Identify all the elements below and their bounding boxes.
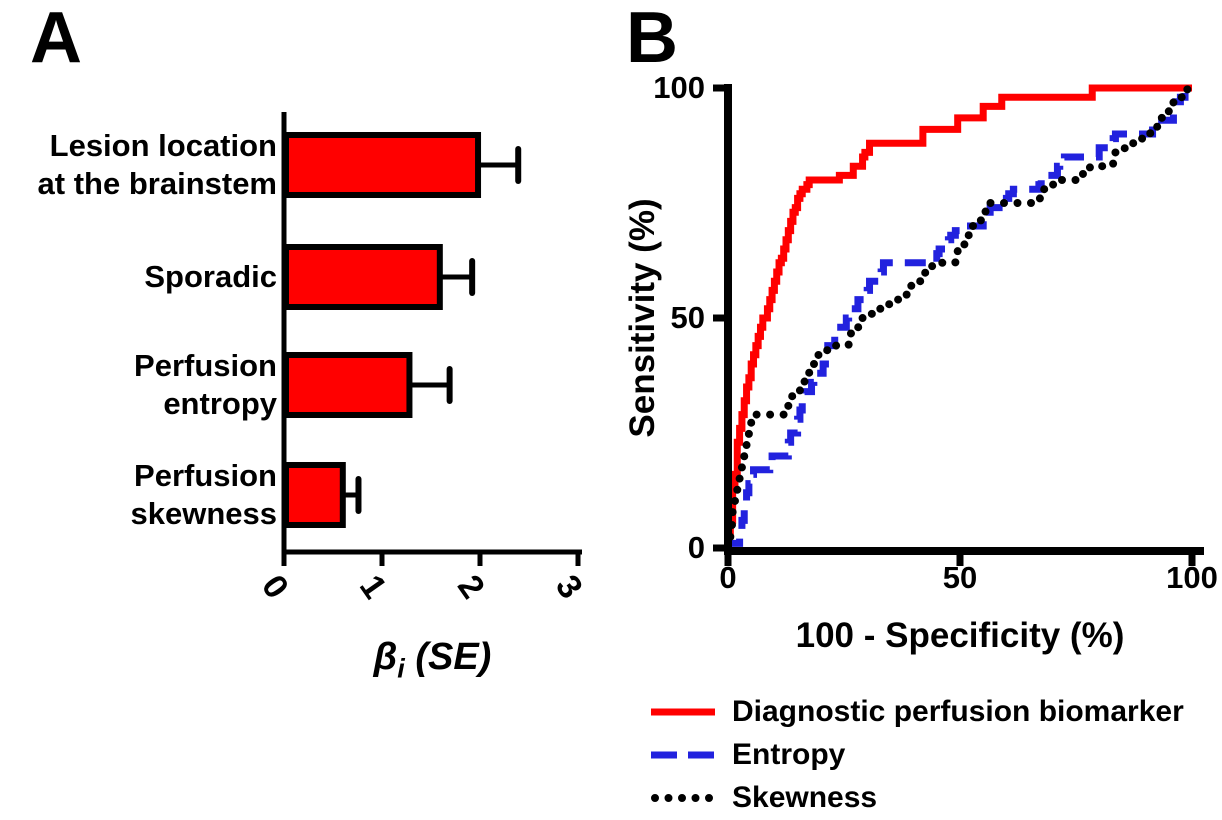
panel-b-letter: B bbox=[626, 0, 678, 78]
roc-curve-diagnostic-perfusion-biomarker bbox=[724, 84, 1192, 548]
legend-item: Skewness bbox=[650, 781, 877, 815]
legend-label: Skewness bbox=[732, 781, 878, 814]
panel-b-y-tick-label: 100 bbox=[653, 70, 705, 105]
panel-a-letter: A bbox=[30, 0, 82, 78]
bar bbox=[283, 244, 443, 310]
panel-b-y-tick-label: 0 bbox=[687, 530, 705, 565]
bar bbox=[283, 462, 346, 528]
category-label: Perfusion entropy bbox=[134, 348, 277, 421]
panel-b-x-tick-label: 50 bbox=[942, 560, 978, 595]
beta-rest: (SE) bbox=[404, 636, 492, 678]
legend-swatch-solid-line bbox=[651, 708, 715, 716]
beta-symbol: β bbox=[373, 636, 398, 678]
roc-curve-skewness bbox=[724, 84, 1196, 552]
beta-subscript: i bbox=[397, 653, 405, 684]
legend-label: Entropy bbox=[732, 738, 846, 771]
panel-b-y-tick-label: 50 bbox=[670, 300, 705, 335]
roc-curve-entropy bbox=[724, 84, 1192, 548]
legend-label: Diagnostic perfusion biomarker bbox=[732, 695, 1184, 728]
legend-swatch-dashed-line bbox=[651, 751, 715, 759]
category-label: Perfusion skewness bbox=[130, 458, 278, 531]
legend-item: Entropy bbox=[650, 738, 845, 772]
bar bbox=[283, 132, 482, 198]
category-label: Sporadic bbox=[144, 259, 277, 294]
bar bbox=[283, 352, 413, 418]
legend-item: Diagnostic perfusion biomarker bbox=[650, 695, 1184, 729]
panel-b-x-tick-label: 100 bbox=[1166, 560, 1218, 595]
legend-swatch-dotted-line bbox=[651, 794, 716, 802]
panel-b-x-tick-label: 0 bbox=[719, 560, 737, 595]
panel-a-x-axis-label: βi (SE) bbox=[284, 636, 581, 682]
category-label: Lesion location at the brainstem bbox=[37, 128, 277, 201]
panel-b-x-axis-label: 100 - Specificity (%) bbox=[795, 616, 1125, 655]
